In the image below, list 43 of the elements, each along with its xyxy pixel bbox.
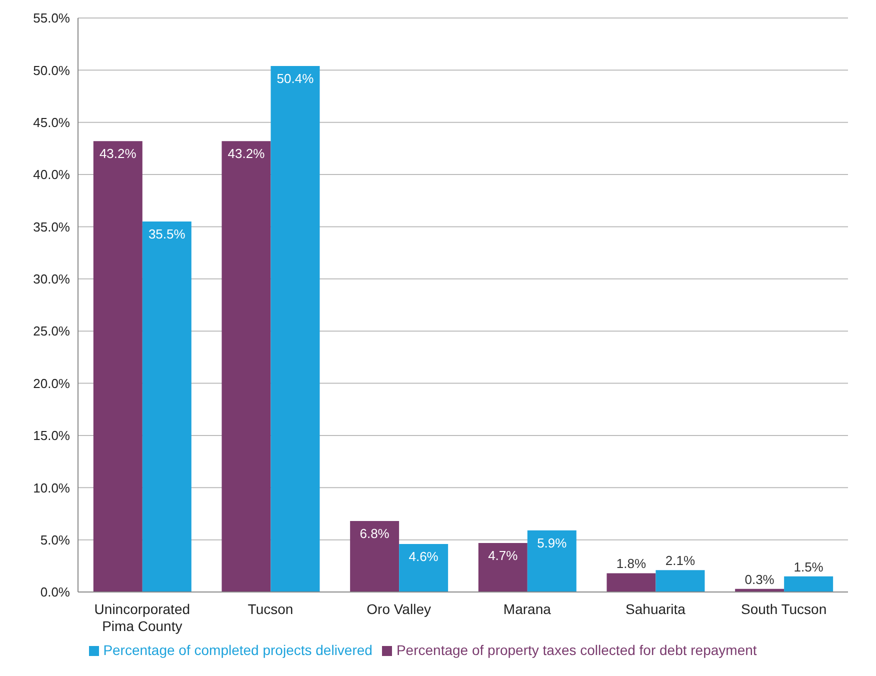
y-tick-label: 15.0% (33, 428, 70, 444)
data-label: 50.4% (276, 71, 314, 86)
legend-label: Percentage of completed projects delivered (103, 642, 372, 658)
bar (399, 544, 448, 592)
bar (270, 66, 320, 592)
y-tick-label: 50.0% (33, 62, 70, 78)
x-tick-label: Tucson (248, 601, 294, 617)
y-tick-label: 0.0% (40, 584, 70, 600)
bar (142, 222, 192, 592)
bar (350, 521, 400, 592)
y-tick-label: 20.0% (33, 376, 70, 391)
y-tick-label: 10.0% (33, 480, 70, 496)
bar (222, 141, 271, 592)
y-tick-label: 45.0% (33, 114, 70, 130)
y-tick-label: 30.0% (33, 272, 70, 287)
legend-label: Percentage of property taxes collected for debt repayment (396, 642, 757, 658)
data-label: 6.8% (360, 526, 390, 542)
bar (656, 570, 705, 592)
x-tick-label: South Tucson (741, 601, 827, 617)
data-label: 43.2% (99, 146, 137, 162)
data-label: 1.8% (616, 556, 646, 572)
x-tick-label: Oro Valley (366, 601, 431, 617)
bar (784, 576, 834, 592)
data-label: 4.6% (408, 548, 439, 564)
data-label: 4.7% (488, 548, 518, 563)
data-label: 43.2% (228, 146, 266, 162)
bar (606, 573, 656, 592)
data-label: 1.5% (794, 559, 824, 574)
bar (527, 530, 576, 592)
bar (478, 542, 528, 592)
data-label: 5.9% (537, 535, 568, 550)
x-tick-label: Sahuarita (626, 601, 686, 617)
y-tick-label: 40.0% (33, 167, 70, 182)
y-tick-label: 5.0% (40, 532, 70, 548)
data-label: 0.3% (744, 572, 775, 587)
x-tick-label: Unincorporated Pima County (94, 601, 190, 634)
bar (93, 141, 142, 592)
data-label: 35.5% (148, 226, 186, 242)
y-tick-label: 55.0% (33, 10, 70, 26)
data-label: 2.1% (665, 553, 696, 568)
y-tick-label: 35.0% (33, 219, 70, 234)
x-tick-label: Marana (503, 601, 552, 617)
y-tick-label: 25.0% (33, 324, 70, 339)
